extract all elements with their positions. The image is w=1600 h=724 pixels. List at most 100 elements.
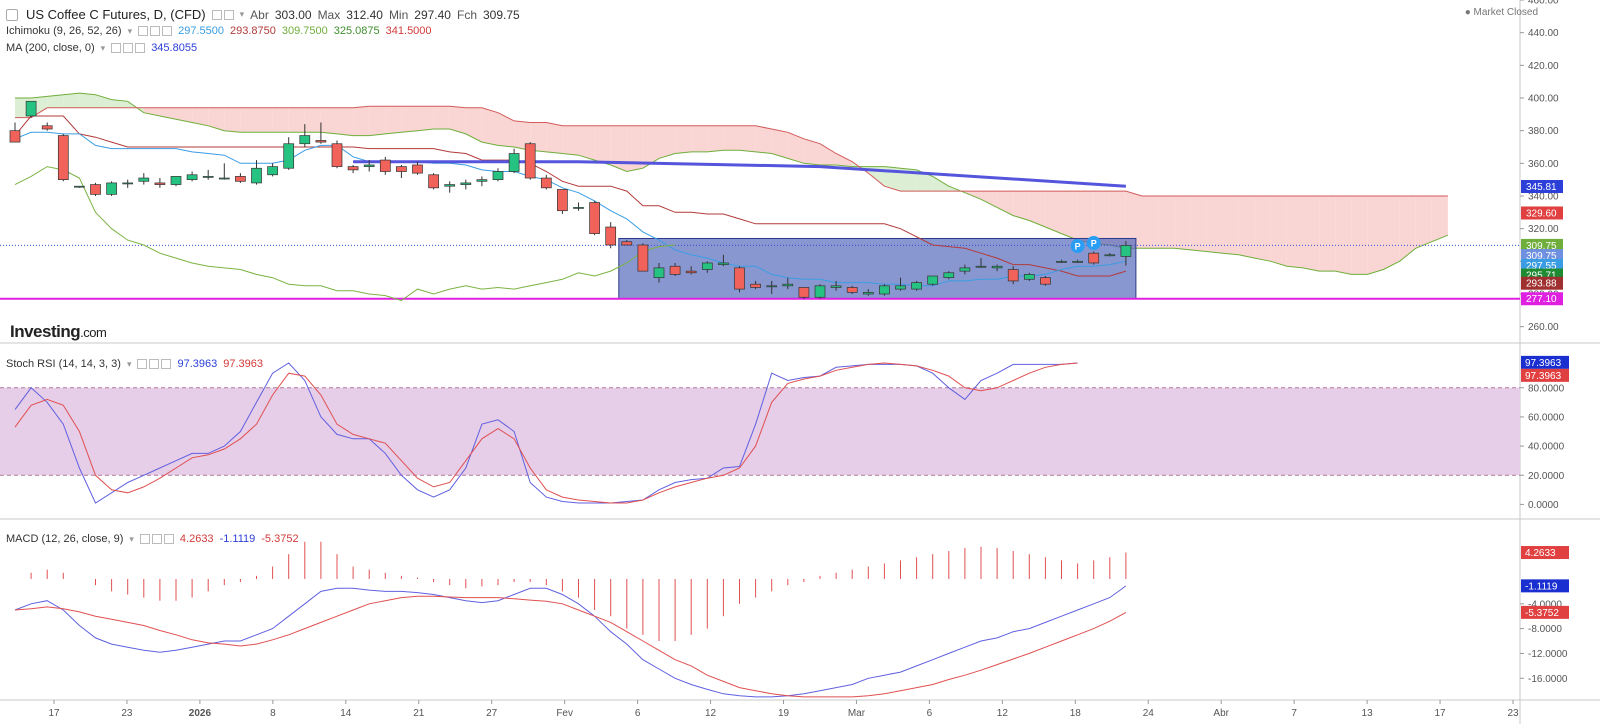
market-status-label: Market Closed — [1473, 7, 1538, 18]
candle-down — [154, 182, 166, 185]
x-tick-label: 21 — [413, 708, 425, 719]
cloud-segment — [546, 122, 563, 154]
candle-up — [492, 171, 504, 181]
candle-down — [557, 189, 568, 212]
cloud-segment — [1093, 191, 1110, 245]
cloud-segment — [1077, 191, 1094, 244]
cloud-segment — [1319, 196, 1336, 272]
cloud-segment — [1045, 191, 1062, 234]
ichimoku-header: Ichimoku (9, 26, 52, 26) ▾ 297.5500 293.… — [6, 25, 432, 37]
candle-up — [74, 185, 85, 188]
chevron-down-icon[interactable]: ▾ — [126, 358, 132, 369]
ichimoku-kijun-value: 293.8750 — [229, 25, 276, 37]
pane-tools-icon[interactable] — [211, 9, 234, 20]
cloud-segment — [111, 99, 128, 108]
candle-up — [202, 176, 214, 178]
cloud-segment — [498, 112, 515, 147]
candle-down — [428, 174, 439, 189]
cloud-segment — [610, 125, 627, 172]
cloud-segment — [47, 94, 64, 108]
candle-up — [862, 292, 874, 295]
cloud-segment — [1399, 196, 1416, 262]
candle-up — [895, 285, 906, 290]
tenkan-sen-line — [14, 131, 1127, 287]
candle-up — [718, 262, 729, 265]
price-tag-label: 277.10 — [1526, 294, 1557, 305]
cloud-segment — [1270, 196, 1287, 267]
macd-signal-line — [14, 595, 1127, 698]
cloud-segment — [417, 106, 434, 131]
cloud-segment — [981, 191, 998, 208]
macd-signal-value: -5.3752 — [261, 533, 299, 545]
x-tick-label: 14 — [340, 708, 352, 719]
price-tag-label: 297.55 — [1526, 261, 1557, 272]
cloud-segment — [240, 107, 257, 133]
x-tick-label: 13 — [1362, 708, 1374, 719]
price-tag-label: 345.81 — [1526, 182, 1557, 193]
collapse-toggle[interactable] — [6, 8, 18, 21]
cloud-segment — [691, 125, 708, 152]
x-tick-label: 17 — [1434, 708, 1446, 719]
cloud-segment — [1125, 191, 1142, 249]
cloud-segment — [288, 107, 305, 133]
indicator-tools-icon[interactable] — [137, 359, 172, 369]
cloud-segment — [1335, 196, 1352, 275]
investing-logo: Investing.com — [10, 322, 107, 342]
cloud-segment — [79, 93, 96, 108]
candle-up — [299, 135, 311, 145]
ichimoku-cloud — [15, 93, 1448, 275]
y-tick-label: 320.00 — [1528, 224, 1559, 235]
x-tick-label: 8 — [270, 708, 276, 719]
candle-up — [1104, 254, 1116, 257]
y-tick-label: -8.0000 — [1528, 624, 1562, 635]
cloud-segment — [803, 138, 820, 165]
candle-down — [57, 135, 69, 181]
x-tick-label: 2026 — [189, 708, 212, 719]
y-tick-label: 400.00 — [1528, 94, 1559, 105]
candle-up — [573, 207, 584, 209]
ichimoku-tenkan-value: 297.5500 — [178, 25, 224, 37]
chevron-down-icon[interactable]: ▾ — [129, 533, 134, 544]
chevron-down-icon[interactable]: ▾ — [127, 25, 133, 36]
price-tag-label: 293.88 — [1526, 279, 1557, 290]
candle-down — [798, 287, 810, 298]
candle-up — [814, 285, 826, 298]
macd-line — [14, 585, 1127, 698]
cloud-segment — [465, 107, 482, 143]
logo-suffix: .com — [80, 325, 107, 340]
candle-up — [943, 272, 955, 279]
candle-up — [251, 167, 262, 184]
candle-up — [444, 184, 456, 187]
low-value: 297.40 — [414, 7, 451, 22]
cloud-segment — [1431, 196, 1448, 242]
cloud-segment — [755, 125, 772, 154]
x-tick-label: 18 — [1070, 708, 1082, 719]
price-tag — [1521, 206, 1563, 220]
chevron-down-icon[interactable]: ▾ — [100, 42, 106, 53]
indicator-tools-icon[interactable] — [138, 26, 173, 36]
candle-down — [750, 283, 761, 288]
chikou-span-line — [14, 166, 676, 302]
y-tick-label: -4.0000 — [1528, 599, 1562, 610]
candle-down — [41, 125, 53, 130]
macd-label: MACD (12, 26, close, 9) — [6, 533, 124, 545]
event-marker — [1070, 239, 1085, 253]
candle-down — [685, 270, 697, 274]
indicator-tools-icon[interactable] — [139, 534, 174, 544]
indicator-tools-icon[interactable] — [111, 43, 146, 53]
ichimoku-chikou-value: 309.7500 — [281, 25, 328, 37]
candle-up — [106, 182, 117, 195]
cloud-segment — [707, 125, 724, 152]
cloud-segment — [626, 125, 643, 172]
cloud-segment — [1190, 196, 1207, 252]
x-tick-label: 19 — [778, 708, 790, 719]
cloud-segment — [723, 125, 740, 151]
candle-down — [315, 140, 327, 143]
cloud-segment — [1303, 196, 1320, 272]
stoch-tag — [1521, 368, 1569, 382]
price-tag — [1521, 292, 1563, 306]
price-tag-label: 329.60 — [1526, 208, 1557, 219]
chevron-down-icon[interactable]: ▾ — [239, 9, 245, 19]
low-label: Min — [388, 7, 409, 22]
candle-up — [267, 166, 278, 176]
